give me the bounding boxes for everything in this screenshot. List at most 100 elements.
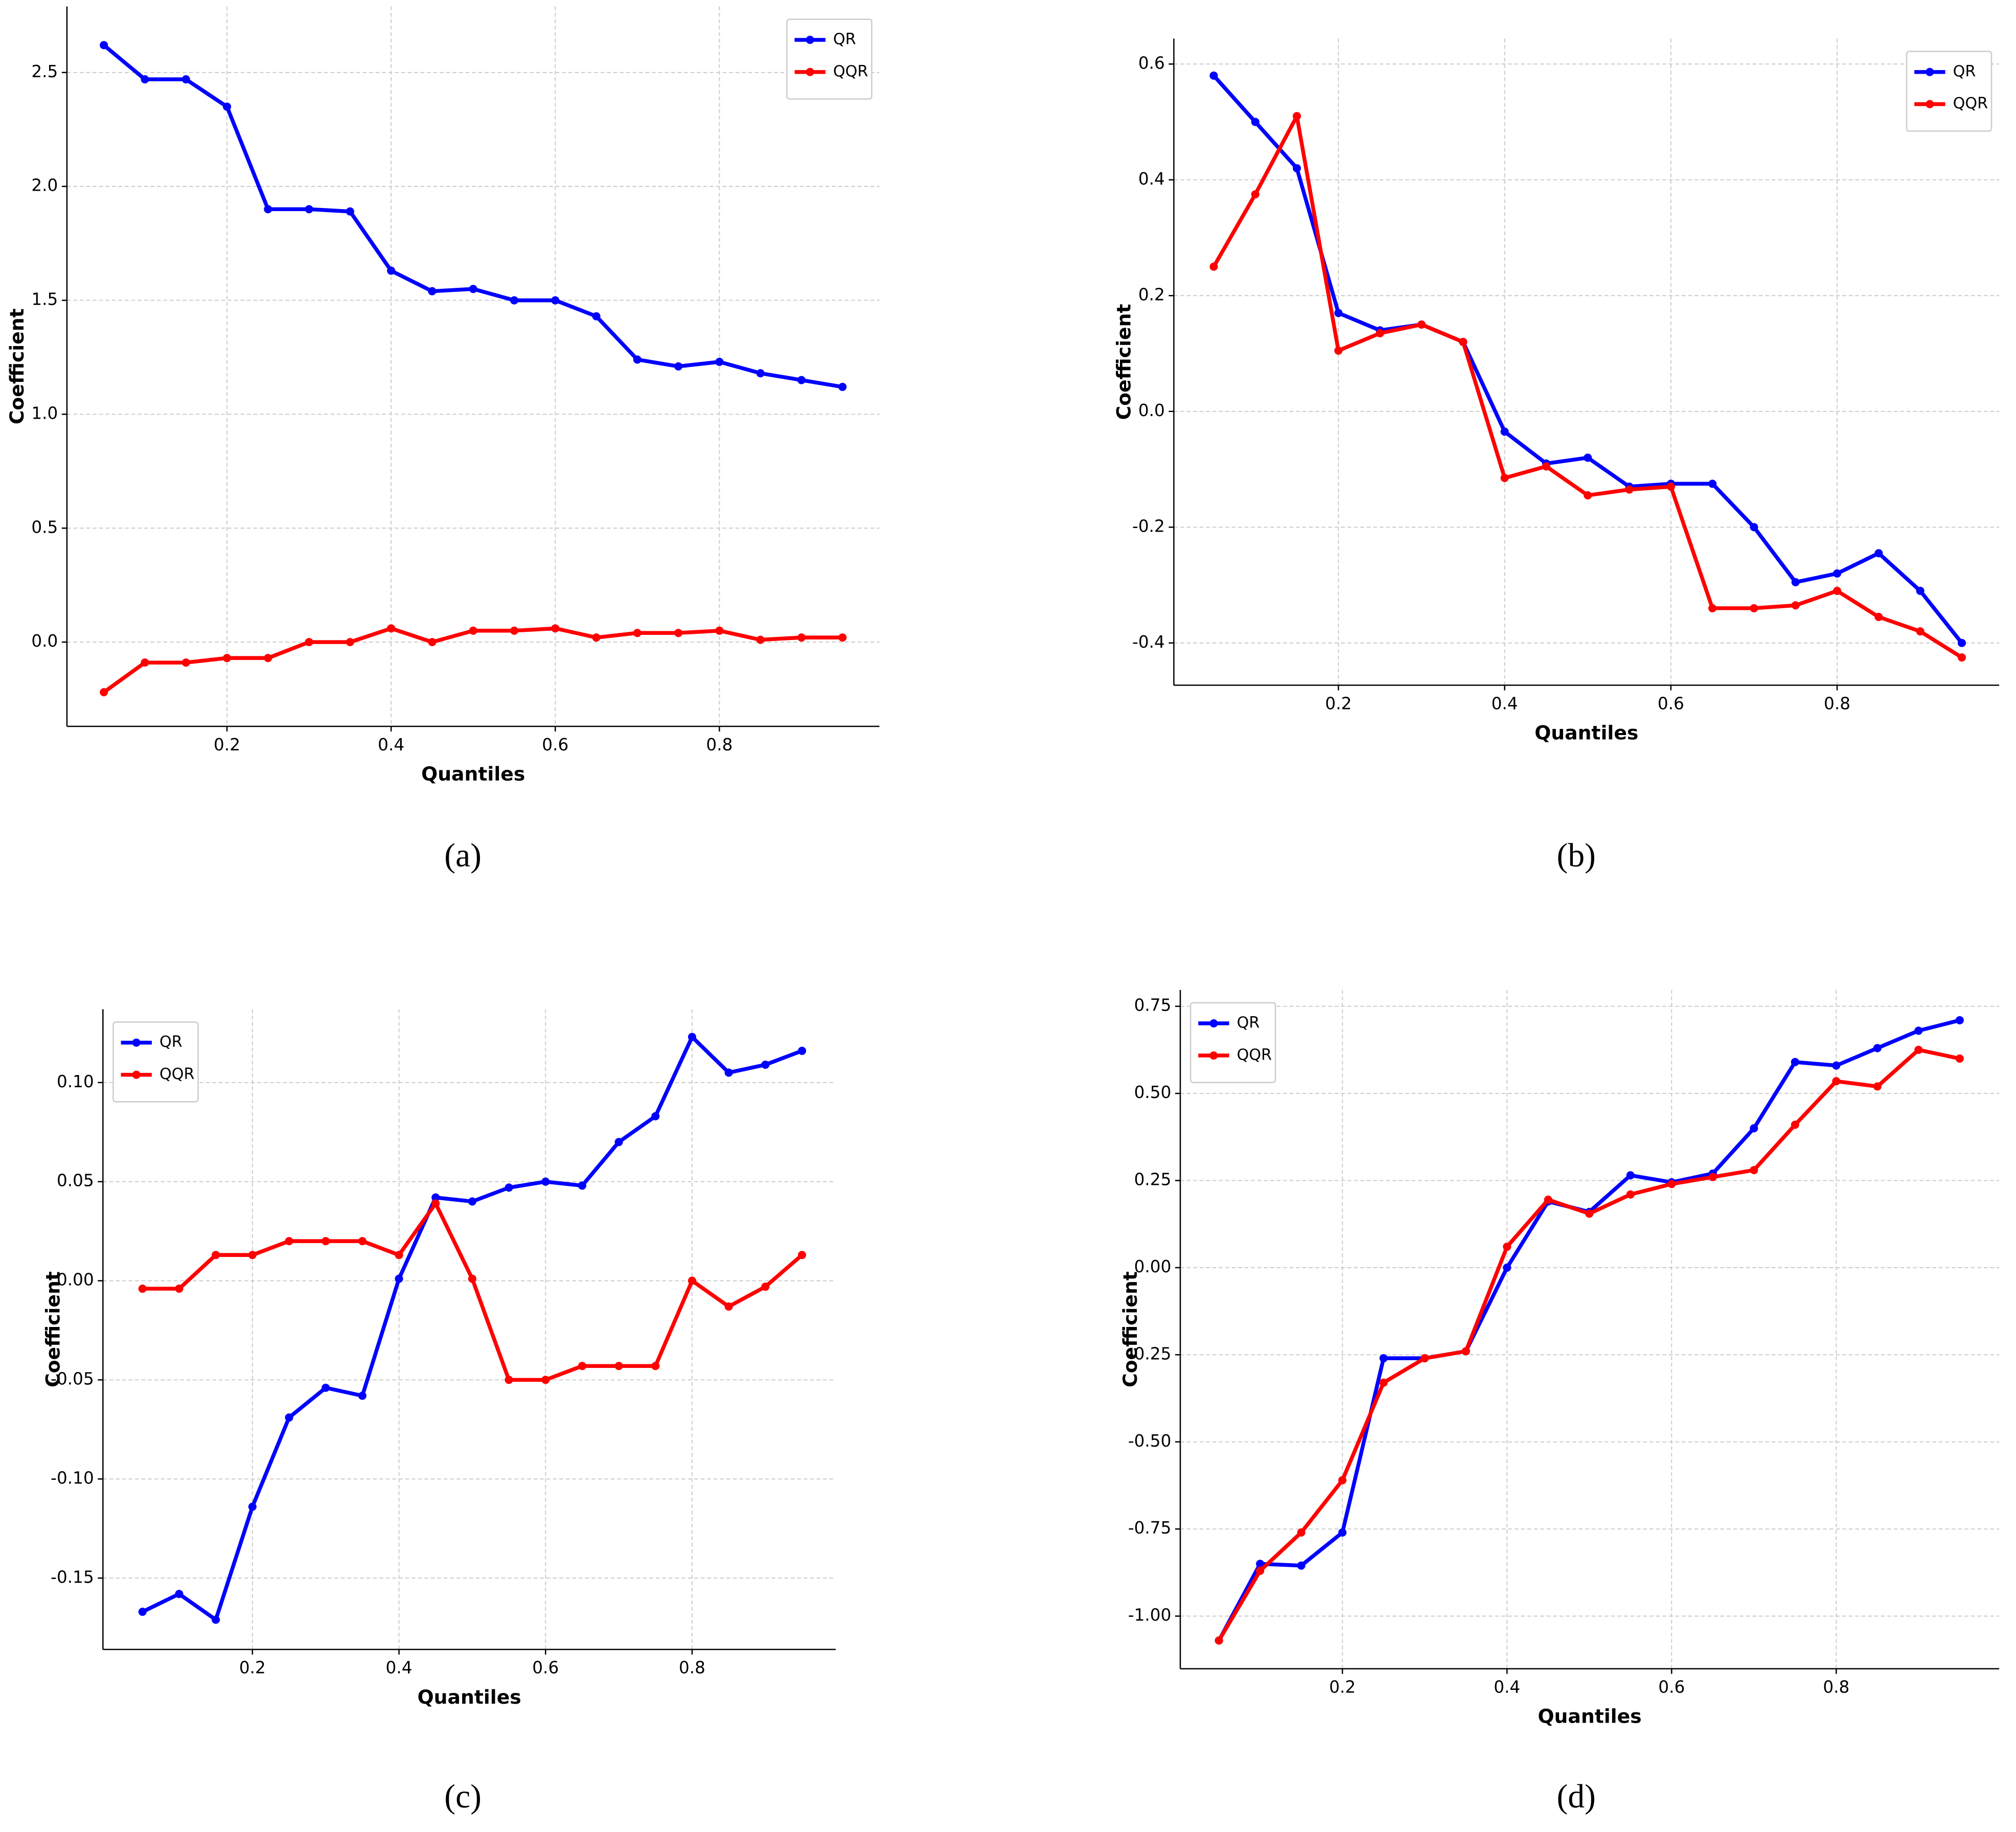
y-tick-label: 0.0 (31, 631, 58, 651)
y-tick-label: 0.00 (57, 1270, 94, 1290)
data-point (358, 1236, 366, 1246)
data-point (346, 638, 354, 647)
data-point (387, 624, 396, 633)
data-point (797, 633, 806, 642)
legend-label: QR (159, 1033, 182, 1051)
data-point (674, 362, 683, 371)
data-point (797, 376, 806, 384)
data-point (285, 1413, 293, 1422)
series-line (102, 43, 843, 389)
data-point (1832, 1077, 1841, 1086)
data-point (248, 1502, 257, 1511)
data-point (468, 1197, 476, 1206)
data-point (387, 266, 396, 275)
data-point (428, 638, 437, 647)
data-point (1503, 1242, 1511, 1251)
y-tick-label: -0.10 (51, 1468, 94, 1487)
data-point (322, 1236, 330, 1246)
data-point (1916, 586, 1925, 595)
legend-box (1189, 1002, 1276, 1083)
data-point (1833, 569, 1842, 578)
data-point (1417, 320, 1426, 329)
x-axis-label: Quantiles (421, 763, 525, 785)
data-point (614, 1138, 623, 1147)
data-point (761, 1283, 770, 1291)
data-point (395, 1251, 403, 1260)
chart-panel: -1.00 -0.75 -0.50 -0.25 0.00 0.25 0.50 0.75 0.2 0… (1119, 990, 2000, 1815)
series-line (1217, 1018, 1960, 1642)
data-point (212, 1615, 220, 1624)
data-point (1955, 1054, 1964, 1063)
data-point (1832, 1061, 1841, 1070)
legend-marker (806, 35, 814, 44)
data-point (1256, 1566, 1265, 1575)
data-point (395, 1274, 403, 1283)
data-point (1874, 612, 1883, 621)
data-point (592, 312, 601, 320)
data-point (138, 1608, 147, 1616)
legend-label: QQR (1953, 95, 1988, 112)
data-point (1666, 483, 1675, 491)
data-point (1459, 337, 1468, 346)
data-point (1916, 627, 1925, 636)
data-point (1209, 262, 1218, 271)
x-tick-label: 0.2 (239, 1658, 266, 1678)
data-point (1791, 1120, 1799, 1129)
data-point (1874, 549, 1883, 558)
data-point (1708, 1173, 1717, 1181)
chart-panel: -0.4 -0.2 0.0 0.2 0.4 0.6 0.2 0.4 0.6 0.8 Quantile… (1112, 38, 2000, 874)
y-axis-label: Coefficient (1112, 304, 1135, 420)
data-point (1421, 1354, 1429, 1363)
data-point (510, 296, 519, 305)
data-point (614, 1362, 623, 1370)
data-point (1791, 1058, 1799, 1066)
data-point (1833, 586, 1842, 595)
y-tick-label: 0.4 (1138, 169, 1165, 189)
data-point (551, 296, 560, 305)
series-line (142, 1035, 803, 1622)
series-line (1217, 1048, 1960, 1642)
data-point (1297, 1561, 1305, 1570)
data-point (505, 1183, 513, 1192)
data-point (1625, 485, 1634, 494)
y-tick-label: 0.10 (57, 1072, 94, 1091)
data-point (797, 1251, 807, 1260)
legend-marker (1209, 1051, 1218, 1060)
data-point (715, 357, 724, 366)
data-point (431, 1199, 440, 1208)
x-tick-label: 0.2 (214, 735, 240, 754)
data-point (469, 626, 477, 635)
y-axis-label: Coefficient (1119, 1271, 1141, 1387)
data-point (551, 624, 560, 633)
data-point (1256, 1560, 1265, 1568)
data-point (1873, 1044, 1882, 1052)
data-point (175, 1285, 184, 1293)
data-point (541, 1376, 550, 1384)
legend-label: QQR (159, 1065, 194, 1083)
panel-caption: (a) (444, 837, 482, 874)
legend-label: QQR (833, 62, 868, 80)
data-point (1251, 190, 1259, 199)
data-point (212, 1251, 220, 1260)
y-tick-label: 1.5 (31, 290, 58, 309)
x-tick-label: 0.2 (1329, 1677, 1356, 1697)
data-point (431, 1193, 440, 1202)
data-point (468, 1274, 476, 1283)
legend-marker (132, 1038, 141, 1047)
x-tick-label: 0.4 (1492, 694, 1518, 713)
data-point (222, 102, 232, 111)
data-point (141, 658, 149, 667)
panel-caption: (b) (1557, 837, 1596, 874)
series-line (142, 1201, 804, 1382)
y-tick-label: 0.6 (1138, 53, 1165, 73)
data-point (838, 382, 847, 391)
data-point (141, 75, 149, 84)
data-point (651, 1362, 660, 1370)
data-point (1338, 1476, 1347, 1484)
legend-marker (1926, 67, 1934, 76)
data-point (756, 369, 765, 378)
y-tick-label: -0.05 (51, 1369, 94, 1388)
data-point (1215, 1636, 1223, 1645)
data-point (1708, 604, 1717, 612)
